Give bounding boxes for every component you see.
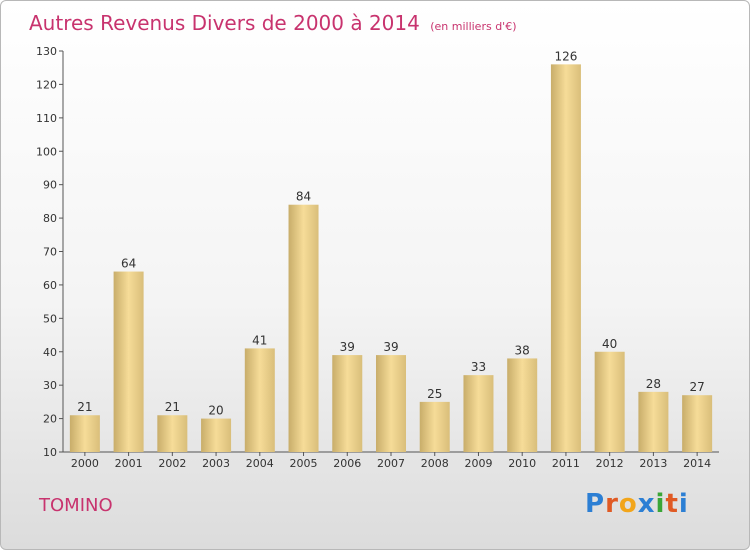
x-tick-label: 2008 xyxy=(421,457,449,470)
x-tick-label: 2012 xyxy=(596,457,624,470)
commune-name: TOMINO xyxy=(39,495,113,516)
bar-2008 xyxy=(419,401,450,452)
value-label-2007: 39 xyxy=(383,340,398,354)
logo-letter: x xyxy=(637,489,656,519)
value-label-2012: 40 xyxy=(602,337,617,351)
y-tick-label: 30 xyxy=(43,379,57,392)
x-tick-label: 2004 xyxy=(246,457,274,470)
x-tick-label: 2001 xyxy=(115,457,143,470)
bar-2003 xyxy=(201,418,232,452)
x-tick-label: 2009 xyxy=(464,457,492,470)
bar-2005 xyxy=(288,204,319,452)
value-label-2005: 84 xyxy=(296,190,311,204)
value-label-2001: 64 xyxy=(121,257,136,271)
bar-2001 xyxy=(113,271,144,452)
y-tick-label: 120 xyxy=(36,78,57,91)
bar-2000 xyxy=(69,415,100,452)
y-tick-label: 100 xyxy=(36,145,57,158)
value-label-2010: 38 xyxy=(515,343,530,357)
y-tick-label: 50 xyxy=(43,312,57,325)
x-tick-label: 2006 xyxy=(333,457,361,470)
value-label-2014: 27 xyxy=(689,380,704,394)
chart-title: Autres Revenus Divers de 2000 à 2014 (en… xyxy=(29,11,517,35)
x-tick-label: 2007 xyxy=(377,457,405,470)
bar-2014 xyxy=(682,395,713,452)
bar-2011 xyxy=(550,64,581,452)
bar-2004 xyxy=(244,348,275,452)
y-tick-label: 110 xyxy=(36,112,57,125)
x-tick-label: 2000 xyxy=(71,457,99,470)
value-label-2003: 20 xyxy=(208,404,223,418)
value-label-2013: 28 xyxy=(646,377,661,391)
bar-2012 xyxy=(594,351,625,452)
x-tick-label: 2011 xyxy=(552,457,580,470)
value-label-2002: 21 xyxy=(165,400,180,414)
logo-letter: i xyxy=(678,489,689,519)
chart-labels: 21 64 21 20 41 84 39 39 25 33 38 126 40 28 27 xyxy=(77,49,705,417)
logo-letter: P xyxy=(585,489,606,519)
bar-2006 xyxy=(332,355,363,452)
x-tick-label: 2010 xyxy=(508,457,536,470)
chart-title-text: Autres Revenus Divers de 2000 à 2014 xyxy=(29,11,420,35)
value-label-2000: 21 xyxy=(77,400,92,414)
bar-2013 xyxy=(638,391,669,452)
value-label-2004: 41 xyxy=(252,333,267,347)
logo-letter: o xyxy=(618,489,638,519)
y-tick-label: 80 xyxy=(43,212,57,225)
bar-2010 xyxy=(507,358,538,452)
x-tick-label: 2014 xyxy=(683,457,711,470)
y-tick-label: 60 xyxy=(43,279,57,292)
x-tick-label: 2002 xyxy=(158,457,186,470)
y-tick-label: 20 xyxy=(43,413,57,426)
chart-axes: 10 20 30 40 50 60 70 80 90 100 110 120 130 2000 2001 20… xyxy=(36,45,719,470)
value-label-2011: 126 xyxy=(554,49,577,63)
bar-2009 xyxy=(463,375,494,452)
bar-2007 xyxy=(376,355,406,452)
value-label-2006: 39 xyxy=(340,340,355,354)
bar-2002 xyxy=(157,415,188,452)
logo-letter: i xyxy=(655,489,666,519)
y-tick-label: 130 xyxy=(36,45,57,58)
y-tick-label: 90 xyxy=(43,179,57,192)
x-tick-label: 2003 xyxy=(202,457,230,470)
value-label-2009: 33 xyxy=(471,360,486,374)
x-tick-label: 2013 xyxy=(639,457,667,470)
x-tick-label: 2005 xyxy=(290,457,318,470)
value-label-2008: 25 xyxy=(427,387,442,401)
logo-letter: r xyxy=(605,489,619,519)
logo-letter: t xyxy=(665,489,679,519)
y-tick-label: 40 xyxy=(43,346,57,359)
y-tick-label: 10 xyxy=(43,446,57,459)
chart-subtitle: (en milliers d'€) xyxy=(430,20,517,33)
y-tick-label: 70 xyxy=(43,246,57,259)
chart-bars xyxy=(69,64,713,452)
proxiti-logo: Proxiti xyxy=(585,489,689,519)
